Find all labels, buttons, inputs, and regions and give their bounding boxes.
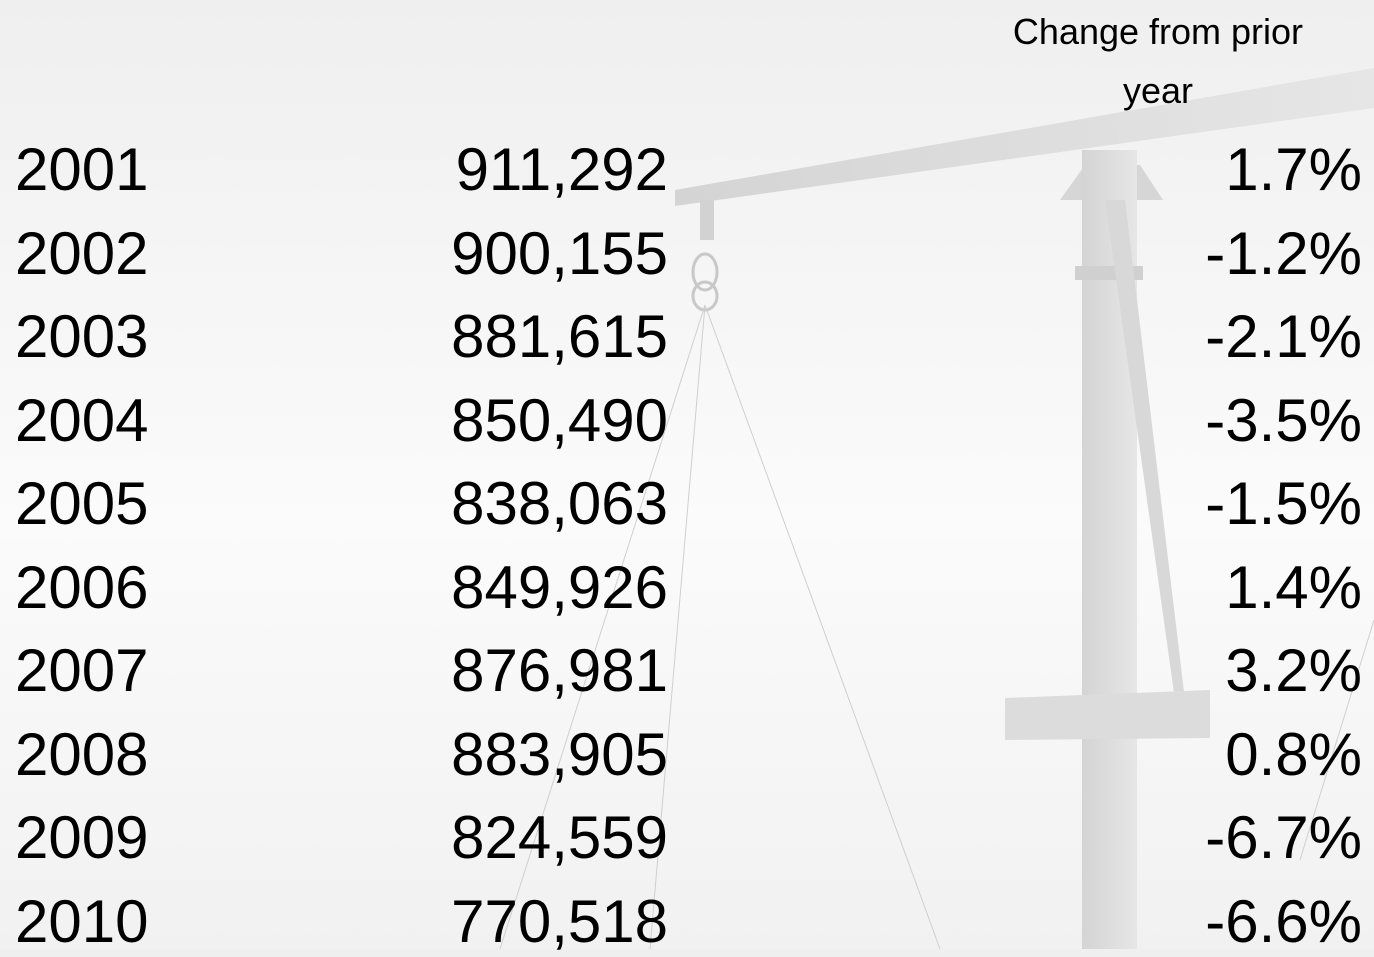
slide: Change from prior year 2001 911,292 1.7% 20… — [0, 0, 1374, 949]
change-cell: 0.8% — [1225, 720, 1362, 790]
count-cell: 883,905 — [451, 720, 668, 790]
change-cell: -2.1% — [1205, 302, 1362, 372]
change-cell: 3.2% — [1225, 636, 1362, 706]
year-cell: 2001 — [15, 135, 148, 205]
year-cell: 2010 — [15, 887, 148, 957]
year-cell: 2002 — [15, 219, 148, 289]
change-cell: -3.5% — [1205, 386, 1362, 456]
year-cell: 2003 — [15, 302, 148, 372]
count-cell: 770,518 — [451, 887, 668, 957]
count-cell: 824,559 — [451, 803, 668, 873]
scale-illustration — [0, 0, 1374, 949]
column-header: Change from prior year — [975, 2, 1341, 120]
count-cell: 911,292 — [456, 135, 668, 205]
year-cell: 2008 — [15, 720, 148, 790]
year-cell: 2007 — [15, 636, 148, 706]
change-cell: -6.7% — [1205, 803, 1362, 873]
change-cell: -6.6% — [1205, 887, 1362, 957]
year-cell: 2005 — [15, 469, 148, 539]
count-cell: 849,926 — [451, 553, 668, 623]
count-cell: 850,490 — [451, 386, 668, 456]
count-cell: 838,063 — [451, 469, 668, 539]
change-cell: 1.4% — [1225, 553, 1362, 623]
change-cell: -1.5% — [1205, 469, 1362, 539]
change-cell: -1.2% — [1205, 219, 1362, 289]
year-cell: 2009 — [15, 803, 148, 873]
count-cell: 876,981 — [451, 636, 668, 706]
year-cell: 2004 — [15, 386, 148, 456]
change-cell: 1.7% — [1225, 135, 1362, 205]
count-cell: 900,155 — [451, 219, 668, 289]
year-cell: 2006 — [15, 553, 148, 623]
count-cell: 881,615 — [451, 302, 668, 372]
